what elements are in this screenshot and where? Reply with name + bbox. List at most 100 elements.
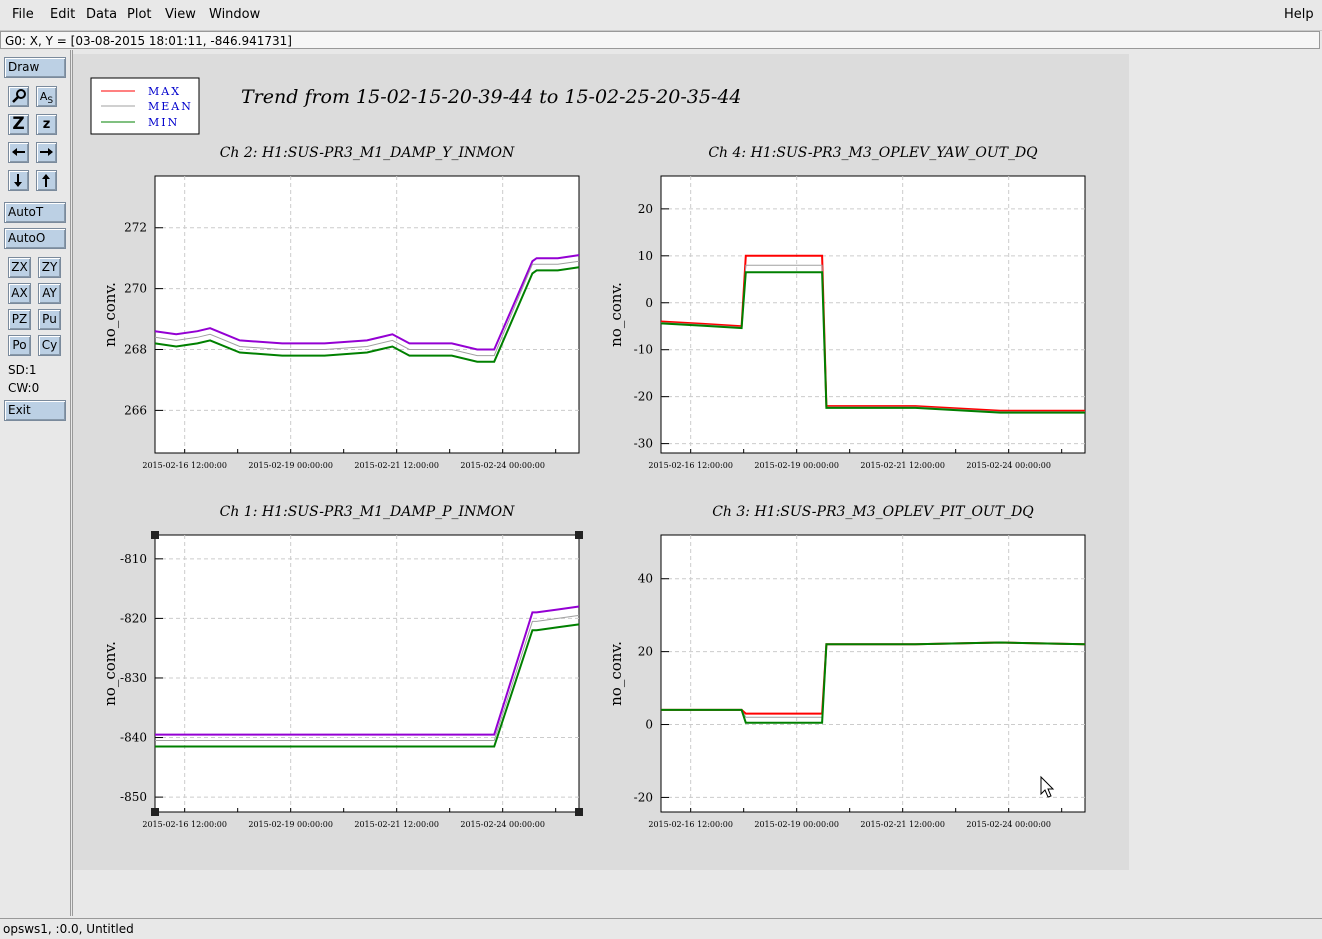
- chart-title: Ch 4: H1:SUS-PR3_M3_OPLEV_YAW_OUT_DQ: [708, 145, 1038, 161]
- draw-button[interactable]: Draw: [4, 57, 66, 78]
- x-tick-label: 2015-02-24 00:00:00: [966, 461, 1051, 470]
- y-axis-label: no_conv.: [607, 282, 625, 347]
- chart-title: Ch 3: H1:SUS-PR3_M3_OPLEV_PIT_OUT_DQ: [712, 504, 1034, 520]
- y-tick-label: -10: [634, 343, 653, 357]
- x-tick-label: 2015-02-21 12:00:00: [354, 820, 439, 829]
- cy-button[interactable]: Cy: [38, 335, 61, 356]
- series-line-max: [660, 254, 1085, 412]
- x-tick-label: 2015-02-21 12:00:00: [354, 461, 439, 470]
- po-button[interactable]: Po: [8, 335, 31, 356]
- y-tick-label: -810: [120, 552, 147, 566]
- pz-button[interactable]: PZ: [8, 309, 31, 330]
- as-text-icon: AS: [39, 90, 54, 107]
- series-line-max: [154, 254, 580, 351]
- x-tick-label: 2015-02-19 00:00:00: [754, 461, 839, 470]
- status-bar: opsws1, :0.0, Untitled: [0, 918, 1322, 939]
- series-line-min: [154, 266, 580, 363]
- ay-button[interactable]: AY: [38, 283, 61, 304]
- ax-button[interactable]: AX: [8, 283, 31, 304]
- sd-readout: SD:1: [8, 363, 37, 377]
- y-tick-label: 0: [645, 296, 653, 310]
- menu-edit[interactable]: Edit: [50, 7, 76, 22]
- pan-left-button[interactable]: [8, 142, 29, 163]
- series-line-min: [155, 623, 580, 748]
- pan-up-button[interactable]: [36, 170, 57, 191]
- y-tick-label: -850: [120, 790, 147, 804]
- y-tick-label: 20: [638, 645, 653, 659]
- arrow-left-icon: [12, 148, 25, 156]
- y-tick-label: 0: [645, 718, 653, 732]
- legend-min-label: MIN: [148, 116, 179, 129]
- x-tick-label: 2015-02-24 00:00:00: [966, 820, 1051, 829]
- pan-down-button[interactable]: [8, 170, 29, 191]
- autot-button[interactable]: AutoT: [4, 202, 66, 223]
- x-tick-label: 2015-02-24 00:00:00: [460, 820, 545, 829]
- pu-button[interactable]: Pu: [38, 309, 61, 330]
- x-tick-label: 2015-02-21 12:00:00: [860, 461, 945, 470]
- selection-handle: [575, 531, 583, 539]
- arrow-down-icon: [14, 174, 22, 187]
- chart-2: Ch 4: H1:SUS-PR3_M3_OPLEV_YAW_OUT_DQ 2015…: [607, 145, 1086, 470]
- tool-panel: Draw AS Z z AutoT AutoO ZX ZY AX AY PZ P…: [0, 50, 71, 916]
- coordinate-readout: G0: X, Y = [03-08-2015 18:01:11, -846.94…: [0, 31, 1320, 49]
- y-tick-label: -830: [120, 671, 147, 685]
- y-tick-label: 272: [124, 221, 147, 235]
- menu-plot[interactable]: Plot: [127, 7, 152, 22]
- y-tick-label: 266: [124, 403, 147, 417]
- x-tick-label: 2015-02-19 00:00:00: [754, 820, 839, 829]
- zy-button[interactable]: ZY: [38, 257, 61, 278]
- chart-title: Ch 2: H1:SUS-PR3_M1_DAMP_Y_INMON: [220, 145, 515, 161]
- trend-title: Trend from 15-02-15-20-39-44 to 15-02-25…: [241, 86, 742, 108]
- zx-button[interactable]: ZX: [8, 257, 31, 278]
- menu-view[interactable]: View: [165, 7, 196, 22]
- plot-area: [660, 534, 1086, 813]
- x-tick-label: 2015-02-24 00:00:00: [460, 461, 545, 470]
- zoom-in-button[interactable]: Z: [8, 114, 29, 135]
- y-tick-label: -20: [634, 790, 653, 804]
- x-tick-label: 2015-02-16 12:00:00: [142, 461, 227, 470]
- y-tick-label: 270: [124, 282, 147, 296]
- cw-readout: CW:0: [8, 381, 40, 395]
- series-line-mean: [154, 260, 580, 357]
- x-tick-label: 2015-02-21 12:00:00: [860, 820, 945, 829]
- menu-window[interactable]: Window: [209, 7, 261, 22]
- series-line-max: [155, 605, 580, 736]
- menu-help[interactable]: Help: [1284, 7, 1314, 22]
- plot-canvas-area: MAX MEAN MIN Trend from 15-02-15-20-39-4…: [72, 50, 1322, 916]
- y-tick-label: -20: [634, 390, 653, 404]
- x-tick-label: 2015-02-19 00:00:00: [248, 461, 333, 470]
- menu-file[interactable]: File: [12, 7, 34, 22]
- legend-max-label: MAX: [148, 85, 181, 98]
- y-tick-label: -30: [634, 437, 653, 451]
- y-axis-label: no_conv.: [101, 282, 119, 347]
- autoo-button[interactable]: AutoO: [4, 228, 66, 249]
- charts-group: Ch 2: H1:SUS-PR3_M1_DAMP_Y_INMON 2015-02-…: [101, 145, 1086, 829]
- zoom-tool-button[interactable]: [8, 86, 29, 107]
- chart-title: Ch 1: H1:SUS-PR3_M1_DAMP_P_INMON: [220, 504, 516, 520]
- big-z-icon: Z: [12, 114, 25, 134]
- menu-bar: File Edit Data Plot View Window Help: [0, 0, 1322, 31]
- selection-handle: [151, 808, 159, 816]
- exit-button[interactable]: Exit: [4, 400, 66, 421]
- zoom-out-button[interactable]: z: [36, 114, 57, 135]
- mouse-cursor-icon: [1040, 775, 1055, 798]
- series-line-min: [661, 641, 1086, 724]
- chart-3: Ch 1: H1:SUS-PR3_M1_DAMP_P_INMON 2015-02-…: [101, 504, 580, 829]
- magnifier-icon: [12, 89, 26, 103]
- pan-right-button[interactable]: [36, 142, 57, 163]
- x-tick-label: 2015-02-16 12:00:00: [142, 820, 227, 829]
- arrow-right-icon: [40, 148, 53, 156]
- x-tick-label: 2015-02-16 12:00:00: [648, 461, 733, 470]
- y-tick-label: -840: [120, 731, 147, 745]
- x-tick-label: 2015-02-19 00:00:00: [248, 820, 333, 829]
- chart-4: Ch 3: H1:SUS-PR3_M3_OPLEV_PIT_OUT_DQ 2015…: [607, 504, 1086, 829]
- arrow-up-icon: [42, 174, 50, 187]
- plot-canvas[interactable]: MAX MEAN MIN Trend from 15-02-15-20-39-4…: [73, 50, 1322, 916]
- legend: MAX MEAN MIN: [90, 77, 200, 135]
- y-tick-label: -820: [120, 611, 147, 625]
- menu-data[interactable]: Data: [86, 7, 118, 22]
- chart-1: Ch 2: H1:SUS-PR3_M1_DAMP_Y_INMON 2015-02-…: [101, 145, 580, 470]
- plot-area: [154, 534, 580, 813]
- autoscale-tool-button[interactable]: AS: [36, 86, 57, 107]
- y-tick-label: 268: [124, 343, 147, 357]
